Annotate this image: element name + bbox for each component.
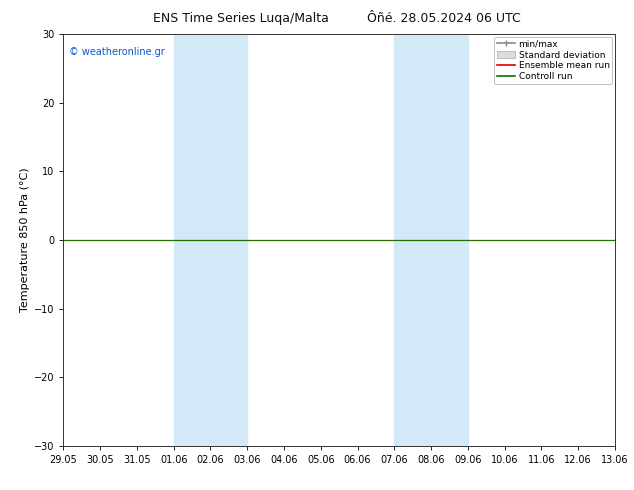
Text: Ôñé. 28.05.2024 06 UTC: Ôñé. 28.05.2024 06 UTC [367,12,521,25]
Text: © weatheronline.gr: © weatheronline.gr [69,47,165,57]
Y-axis label: Temperature 850 hPa (°C): Temperature 850 hPa (°C) [20,168,30,313]
Bar [394,34,468,446]
Text: ENS Time Series Luqa/Malta: ENS Time Series Luqa/Malta [153,12,329,25]
Bar [174,34,247,446]
Legend: min/max, Standard deviation, Ensemble mean run, Controll run: min/max, Standard deviation, Ensemble me… [494,37,612,84]
